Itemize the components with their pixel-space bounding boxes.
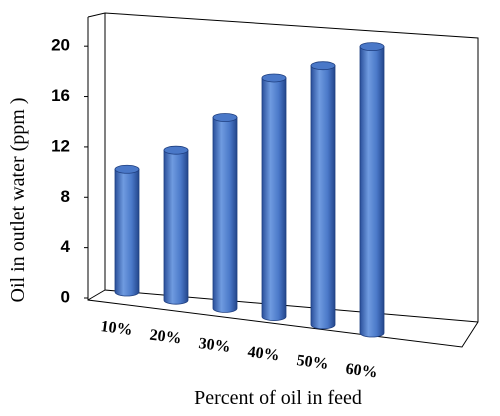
x-tick-label: 30% — [198, 335, 232, 356]
bar-top — [359, 42, 385, 52]
bar-top — [163, 145, 189, 155]
bar — [114, 168, 140, 297]
y-tick-label: 20 — [51, 36, 70, 55]
bar — [163, 149, 189, 305]
x-axis-title: Percent of oil in feed — [194, 387, 362, 409]
y-tick-label: 12 — [51, 136, 70, 155]
bar-top — [261, 73, 287, 83]
x-tick-label: 60% — [345, 361, 379, 382]
bar — [359, 46, 385, 338]
bar — [310, 65, 336, 330]
bar — [212, 117, 238, 313]
y-axis-title: Oil in outlet water (ppm ) — [7, 98, 29, 303]
bar-top — [114, 164, 140, 174]
x-tick-label: 50% — [296, 352, 330, 373]
bar-top — [212, 113, 238, 122]
x-tick-label: 20% — [149, 327, 183, 348]
frame — [87, 12, 479, 348]
x-tick-label: 40% — [247, 344, 281, 365]
y-tick-label: 0 — [61, 287, 70, 306]
bar — [261, 77, 287, 321]
y-tick-label: 16 — [51, 86, 70, 105]
x-tick-label: 10% — [100, 318, 134, 339]
bar-top — [310, 61, 336, 71]
y-tick-label: 4 — [61, 237, 71, 256]
y-tick-label: 8 — [61, 187, 70, 206]
